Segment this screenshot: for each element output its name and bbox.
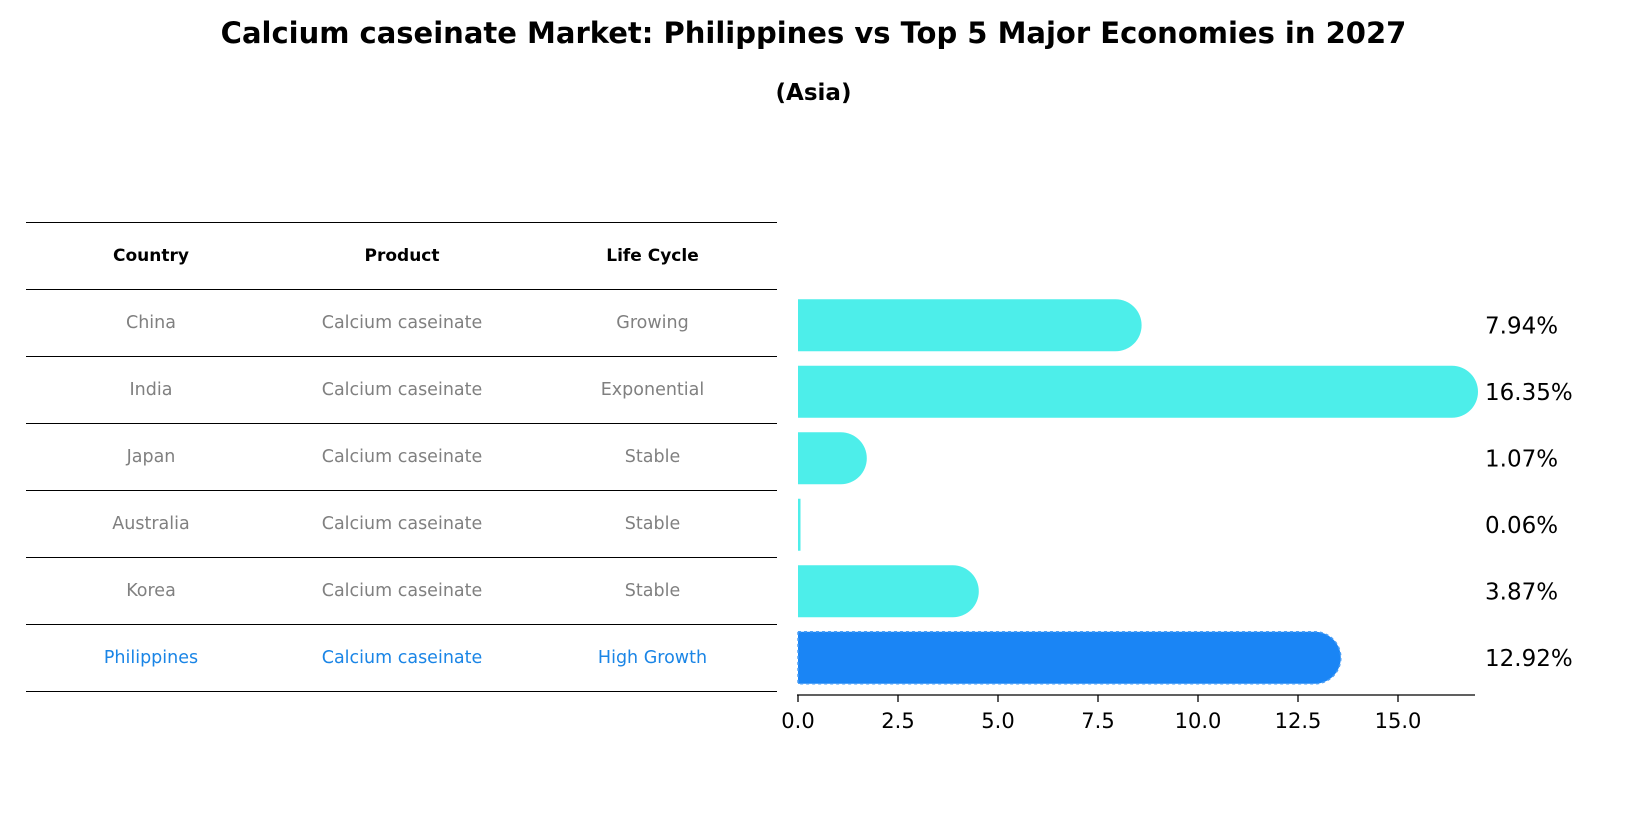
bar-india [798,365,1479,418]
country-table: Country Product Life Cycle China Calcium… [26,222,777,692]
bar-australia [798,498,801,551]
value-label: 1.07% [1485,446,1558,472]
bar-philippines [797,631,1342,685]
value-label: 3.87% [1485,579,1558,605]
cell-product: Calcium caseinate [276,356,528,424]
cell-life-cycle: Growing [528,289,777,357]
table-row-highlight: Philippines Calcium caseinate High Growt… [26,624,777,692]
cell-country: Australia [26,490,276,558]
bar-korea [798,565,979,618]
header-life-cycle: Life Cycle [528,222,777,290]
table-row: China Calcium caseinate Growing [26,289,777,357]
x-tick-label: 12.5 [1275,709,1322,733]
table-row: Japan Calcium caseinate Stable [26,423,777,491]
value-label: 12.92% [1485,646,1573,672]
x-tick-label: 10.0 [1175,709,1222,733]
cell-product: Calcium caseinate [276,624,528,692]
chart-subtitle: (Asia) [775,80,852,106]
x-tick-label: 15.0 [1375,709,1422,733]
x-tick-label: 0.0 [781,709,814,733]
cell-life-cycle: Stable [528,557,777,625]
cell-life-cycle: Stable [528,423,777,491]
table-row: Korea Calcium caseinate Stable [26,557,777,625]
cell-country: Japan [26,423,276,491]
x-tick-label: 2.5 [881,709,914,733]
cell-product: Calcium caseinate [276,289,528,357]
cell-country: India [26,356,276,424]
bar-japan [798,432,867,485]
chart-title: Calcium caseinate Market: Philippines vs… [220,16,1407,50]
header-product: Product [276,222,528,290]
value-label: 7.94% [1485,313,1558,339]
cell-life-cycle: Exponential [528,356,777,424]
x-tick-label: 7.5 [1081,709,1114,733]
cell-country: Philippines [26,624,276,692]
table-row: India Calcium caseinate Exponential [26,356,777,424]
value-label: 16.35% [1485,380,1573,406]
cell-product: Calcium caseinate [276,490,528,558]
value-label: 0.06% [1485,513,1558,539]
cell-country: Korea [26,557,276,625]
cell-country: China [26,289,276,357]
table-header-row: Country Product Life Cycle [26,222,777,290]
cell-life-cycle: High Growth [528,624,777,692]
x-tick-label: 5.0 [981,709,1014,733]
table-row: Australia Calcium caseinate Stable [26,490,777,558]
cell-product: Calcium caseinate [276,423,528,491]
bar-china [798,299,1142,352]
header-country: Country [26,222,276,290]
cell-life-cycle: Stable [528,490,777,558]
